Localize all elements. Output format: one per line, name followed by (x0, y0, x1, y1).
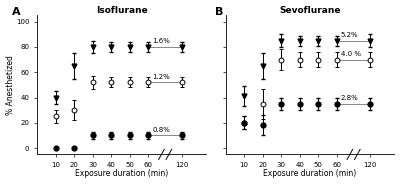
X-axis label: Exposure duration (min): Exposure duration (min) (75, 169, 168, 178)
Text: 5.2%: 5.2% (341, 32, 358, 38)
Text: A: A (12, 7, 20, 17)
Text: 2.8%: 2.8% (341, 95, 358, 101)
X-axis label: Exposure duration (min): Exposure duration (min) (263, 169, 357, 178)
Title: Sevoflurane: Sevoflurane (279, 6, 341, 15)
Text: 0.8%: 0.8% (152, 127, 170, 133)
Y-axis label: % Anesthetized: % Anesthetized (6, 55, 14, 115)
Text: B: B (216, 7, 224, 17)
Text: 1.6%: 1.6% (152, 38, 170, 44)
Text: 4.0 %: 4.0 % (341, 51, 361, 57)
Text: 1.2%: 1.2% (152, 74, 170, 80)
Title: Isoflurane: Isoflurane (96, 6, 148, 15)
